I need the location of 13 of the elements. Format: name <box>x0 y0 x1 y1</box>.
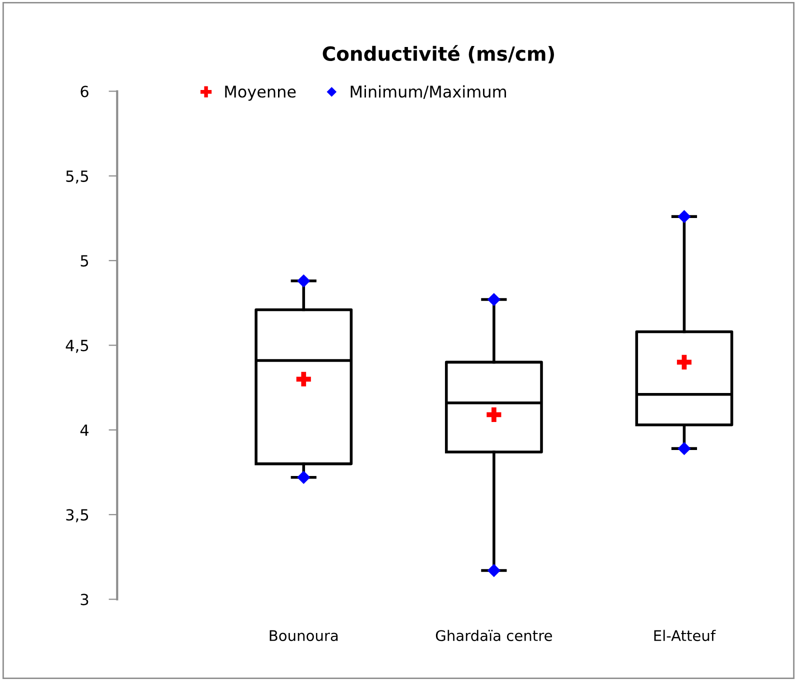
y-tick-label: 4 <box>80 424 89 436</box>
x-tick-label: El-Atteuf <box>654 630 716 642</box>
x-tick-label: Bounoura <box>270 630 338 642</box>
y-tick-label: 3 <box>80 594 88 606</box>
y-tick-label: 6 <box>80 86 88 98</box>
chart-title: Conductivité (ms/cm) <box>322 45 554 64</box>
legend-label: Moyenne <box>225 86 296 101</box>
y-tick-label: 3,5 <box>66 509 88 522</box>
y-tick-label: 5,5 <box>66 170 88 184</box>
y-tick-label: 5 <box>80 255 88 267</box>
x-tick-label: Ghardaïa centre <box>436 630 552 642</box>
y-tick-label: 4,5 <box>66 340 88 353</box>
legend-label: Minimum/Maximum <box>350 85 506 99</box>
